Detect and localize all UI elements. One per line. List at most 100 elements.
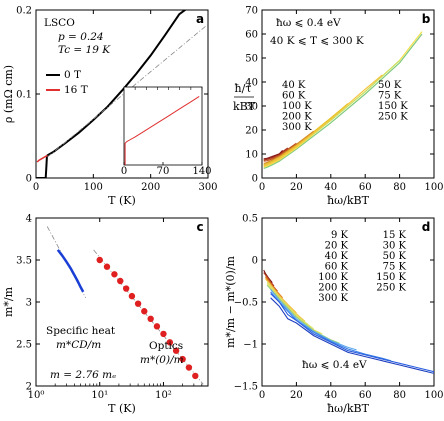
annotation-temps: 40 K ⩽ T ⩽ 300 K xyxy=(270,35,364,47)
series-line-30K xyxy=(270,289,357,351)
y-tick-label: 30 xyxy=(245,102,258,113)
legend-label: 75 K xyxy=(378,91,402,102)
legend-label: 150 K xyxy=(376,272,406,283)
y-tick-label: 2 xyxy=(26,382,32,393)
optics-point xyxy=(153,323,161,330)
inset-x-tick-label: 70 xyxy=(157,166,170,177)
optics-point xyxy=(134,300,142,307)
x-tick-label: 60 xyxy=(359,390,372,401)
y-tick-label: 50 xyxy=(245,54,258,65)
legend-label: 200 K xyxy=(318,283,348,294)
x-tick-label: 100 xyxy=(424,182,443,193)
inset-frame xyxy=(123,86,203,166)
series-line-15K xyxy=(270,293,434,373)
x-axis-label: ħω/kBT xyxy=(327,402,370,415)
annotation-tc: Tc = 19 K xyxy=(58,44,111,56)
legend-label: 50 K xyxy=(383,251,407,262)
optics-point xyxy=(111,271,118,278)
x-axis-label: ħω/kBT xyxy=(327,194,370,207)
panel-letter: b xyxy=(422,12,431,26)
x-tick-label: 20 xyxy=(290,390,303,401)
series-line-150K xyxy=(263,130,314,165)
annotation-mcd: m*CD/m xyxy=(56,339,101,351)
y-tick-label: 0 xyxy=(252,174,258,185)
panel-letter: a xyxy=(196,12,204,26)
series-line-1 xyxy=(36,154,48,163)
y-axis-label-num: ħ/τ xyxy=(235,82,252,95)
legend-label: 100 K xyxy=(318,272,348,283)
panel-letter: d xyxy=(422,220,431,234)
optics-point xyxy=(192,372,199,380)
inset-series-line xyxy=(124,95,200,165)
series-line-150K xyxy=(264,276,284,299)
legend-label: 250 K xyxy=(376,283,406,294)
y-tick-label: 20 xyxy=(245,126,258,137)
y-tick-label: 60 xyxy=(245,30,258,41)
legend-label: 60 K xyxy=(282,91,306,102)
x-axis-label: T (K) xyxy=(108,402,136,415)
optics-point xyxy=(160,330,167,338)
series-line-40K xyxy=(263,33,423,169)
y-axis-label-den: kBT xyxy=(233,100,256,113)
optics-point xyxy=(141,308,148,315)
annotation-sample: LSCO xyxy=(44,17,75,29)
legend-label: 250 K xyxy=(378,112,408,123)
y-tick-label: 3 xyxy=(26,298,32,309)
x-tick-label: 0 xyxy=(33,182,39,193)
legend-label: 15 K xyxy=(383,230,407,241)
series-line-9K xyxy=(270,297,434,374)
legend-label: 300 K xyxy=(282,122,312,133)
legend-label: 75 K xyxy=(383,262,407,273)
x-tick-label: 40 xyxy=(324,390,337,401)
y-tick-label: 0.1 xyxy=(16,90,32,101)
series-line-60K xyxy=(266,281,314,330)
annotation-optics: Optics xyxy=(149,340,183,352)
x-tick-label: 10² xyxy=(155,390,172,401)
optics-point xyxy=(185,364,193,371)
y-axis-label: m*/m − m*(0)/m xyxy=(224,255,237,347)
x-tick-label: 100 xyxy=(424,390,443,401)
y-tick-label: −0.5 xyxy=(234,298,258,309)
optics-point xyxy=(147,315,154,322)
inset-x-tick-label: 140 xyxy=(192,166,211,177)
x-tick-label: 10⁰ xyxy=(28,390,45,401)
legend-label: 50 K xyxy=(378,80,402,91)
y-tick-label: 40 xyxy=(245,78,258,89)
annotation-range: ħω ⩽ 0.4 eV xyxy=(302,359,367,371)
legend-label: 60 K xyxy=(325,262,349,273)
fit-line-optics xyxy=(93,249,204,385)
y-tick-label: −1.5 xyxy=(234,382,258,393)
x-tick-label: 60 xyxy=(359,182,372,193)
y-tick-label: 2.5 xyxy=(16,340,32,351)
x-tick-label: 20 xyxy=(290,182,303,193)
annotation-m0: m*(0)/m xyxy=(140,354,184,366)
legend-label: 40 K xyxy=(282,80,306,91)
series-line-250K xyxy=(263,147,289,161)
optics-point xyxy=(172,347,180,354)
annotation-specific-heat: Specific heat xyxy=(46,325,116,337)
optics-point xyxy=(96,256,103,264)
panel-d: 0 20 40 60 80 100 −1.5 −1 −0.5 0 0.5 ħω/kBT d m*/m − … xyxy=(224,214,444,416)
inset: 0 70 140 xyxy=(121,86,212,177)
annotation-mass: m = 2.76 mₑ xyxy=(50,369,116,381)
panel-b: 0 20 40 60 80 100 0 10 20 30 40 50 60 70 ħω/kBT b ħ/τ kBT… xyxy=(233,6,444,208)
optics-point xyxy=(179,355,186,363)
series-line-0 xyxy=(36,10,187,178)
panel-a: 0 100 200 300 0 0.1 0.2 T (K) a ρ (mΩ cm) LSCO p = … xyxy=(2,6,218,208)
x-tick-label: 80 xyxy=(393,182,406,193)
optics-point xyxy=(122,285,130,292)
plot-frame xyxy=(261,9,435,179)
x-tick-label: 40 xyxy=(324,182,337,193)
legend-label-0T: 0 T xyxy=(64,69,81,81)
y-tick-label: 3.5 xyxy=(16,256,32,267)
legend-label: 200 K xyxy=(282,112,312,123)
annotation-doping: p = 0.24 xyxy=(58,31,104,43)
legend-label: 150 K xyxy=(378,101,408,112)
y-axis-label: ρ (mΩ cm) xyxy=(2,65,15,123)
legend-label-16T: 16 T xyxy=(64,84,88,96)
panel-letter: c xyxy=(196,220,203,234)
y-tick-label: 4 xyxy=(26,214,32,225)
legend-label: 40 K xyxy=(325,251,349,262)
x-tick-label: 100 xyxy=(84,182,103,193)
